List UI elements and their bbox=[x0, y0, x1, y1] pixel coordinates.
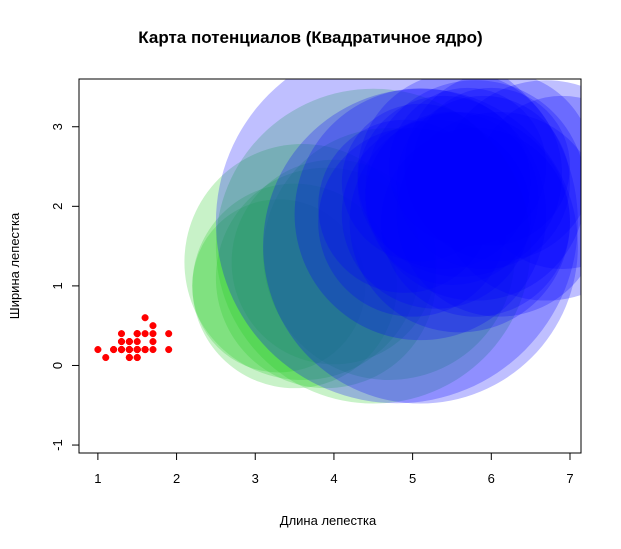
plot-marks bbox=[94, 79, 581, 404]
x-tick-label: 7 bbox=[566, 471, 573, 486]
x-tick-label: 4 bbox=[330, 471, 337, 486]
data-point bbox=[149, 338, 157, 346]
data-point bbox=[149, 330, 157, 338]
y-axis-label: Ширина лепестка bbox=[7, 212, 22, 319]
chart-title: Карта потенциалов (Квадратичное ядро) bbox=[138, 28, 483, 47]
data-point bbox=[110, 346, 118, 354]
potential-circle bbox=[341, 119, 531, 309]
potential-circle bbox=[396, 95, 570, 269]
data-point bbox=[165, 330, 173, 338]
y-tick-label: 1 bbox=[50, 282, 65, 289]
data-point bbox=[165, 346, 173, 354]
data-point bbox=[133, 330, 141, 338]
data-point bbox=[133, 346, 141, 354]
potential-circle bbox=[381, 127, 570, 317]
potential-circle bbox=[184, 143, 421, 381]
potential-circle bbox=[215, 88, 531, 404]
data-point bbox=[141, 314, 149, 322]
x-tick-label: 6 bbox=[488, 471, 495, 486]
data-point bbox=[125, 346, 133, 354]
potential-circle bbox=[215, 79, 578, 404]
data-point bbox=[117, 346, 126, 354]
data-point bbox=[94, 346, 102, 354]
data-point bbox=[117, 338, 126, 346]
data-point bbox=[125, 353, 133, 362]
data-point bbox=[141, 330, 149, 338]
potential-circle bbox=[365, 111, 539, 285]
data-point bbox=[141, 346, 149, 354]
potential-circle bbox=[192, 199, 366, 373]
potential-circle bbox=[341, 103, 500, 262]
potential-circle bbox=[365, 80, 581, 301]
potential-circle bbox=[357, 79, 563, 277]
potential-circle bbox=[389, 87, 547, 246]
potential-circle bbox=[192, 183, 397, 389]
data-point bbox=[149, 346, 157, 354]
y-tick-label: 0 bbox=[50, 362, 65, 369]
potential-circle bbox=[231, 159, 437, 365]
potential-circle bbox=[475, 95, 581, 269]
data-point bbox=[102, 353, 110, 362]
potential-circle bbox=[412, 87, 570, 246]
x-tick-label: 5 bbox=[409, 471, 416, 486]
potential-circle bbox=[404, 79, 581, 261]
potential-circle bbox=[215, 167, 437, 389]
potential-circle bbox=[349, 112, 570, 333]
y-tick-label: 2 bbox=[50, 203, 65, 210]
potential-circle bbox=[318, 127, 508, 317]
y-tick-label: 3 bbox=[50, 123, 65, 130]
data-point bbox=[125, 338, 133, 346]
potential-circle bbox=[294, 88, 547, 341]
y-tick-label: -1 bbox=[50, 439, 65, 451]
x-axis-label: Длина лепестка bbox=[280, 513, 377, 528]
potential-circle bbox=[263, 128, 515, 380]
potential-circle bbox=[396, 112, 581, 317]
x-axis: 1 2 3 4 5 6 7 bbox=[94, 453, 574, 486]
y-axis: -1 0 1 2 3 bbox=[50, 123, 79, 451]
potential-circle bbox=[318, 119, 492, 293]
data-point bbox=[133, 338, 141, 346]
plot-frame bbox=[78, 78, 582, 454]
data-point bbox=[117, 330, 126, 338]
x-tick-label: 1 bbox=[94, 471, 101, 486]
x-tick-label: 3 bbox=[252, 471, 259, 486]
potential-circle bbox=[436, 80, 581, 301]
x-tick-label: 2 bbox=[173, 471, 180, 486]
data-point bbox=[133, 353, 141, 362]
data-point bbox=[149, 322, 157, 330]
potential-circle bbox=[357, 95, 531, 269]
potential-circle bbox=[263, 88, 578, 404]
